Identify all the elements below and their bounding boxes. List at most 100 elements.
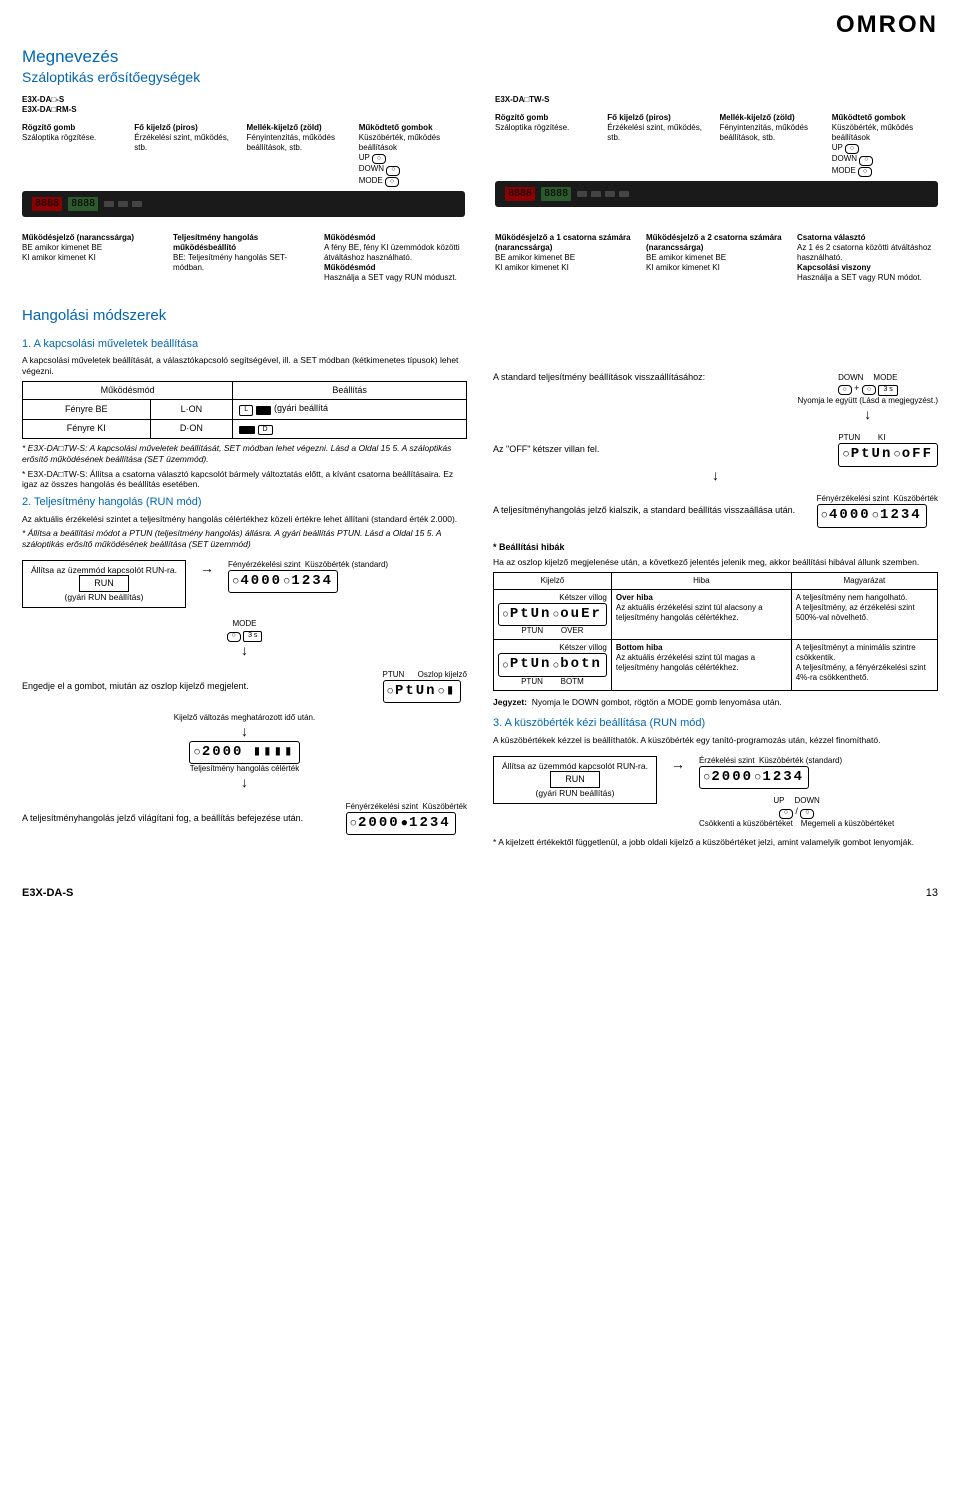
step2-note: * Állítsa a beállítási módot a PTUN (tel… — [22, 528, 467, 549]
lcd-ptun-off: ○PtUn○oFF — [838, 443, 938, 467]
ki-cap: KI — [878, 433, 886, 442]
down-button-icon: ○ — [859, 156, 873, 166]
a-sub-disp-title: Mellék-kijelző (zöld) — [247, 123, 353, 133]
a-opbtn-title: Működtető gombok — [359, 123, 465, 133]
ab-c3-d2: Használja a SET vagy RUN módot. — [797, 273, 922, 282]
ab-c3-d1: Az 1 és 2 csatorna közötti átváltáshoz h… — [797, 243, 931, 262]
reset-title: A standard teljesítmény beállítások viss… — [493, 372, 787, 383]
off-text: Az "OFF" kétszer villan fel. — [493, 444, 828, 455]
a-main-disp-desc: Érzékelési szint, működés, stb. — [134, 133, 229, 152]
arrow-down-icon: ↓ — [241, 723, 248, 739]
err2-desc: Az aktuális érzékelési szint túl magas a… — [616, 653, 755, 672]
step2-box1: Állítsa az üzemmód kapcsolót RUN-ra. RUN… — [22, 560, 186, 609]
s3-leftcap: Csökkenti a küszöbértéket — [699, 819, 793, 829]
err2-code: BOTM — [561, 677, 584, 686]
b-rogzito-title: Rögzítő gomb — [495, 113, 601, 123]
aa-c2-d: BE: Teljesítmény hangolás SET-módban. — [173, 253, 287, 272]
ab-c3-t: Csatorna választó — [797, 233, 938, 243]
down-label: DOWN — [838, 373, 863, 382]
ab-c2-d: BE amikor kimenet BE KI amikor kimenet K… — [646, 253, 726, 272]
b-rogzito-desc: Száloptika rögzítése. — [495, 123, 569, 132]
arrow-icon: → — [671, 756, 685, 774]
error-table: Kijelző Hiba Magyarázat Kétszer villog ○… — [493, 572, 938, 691]
step3-title: 3. A küszöbérték kézi beállítása (RUN mó… — [493, 717, 938, 731]
mode-button-icon: ○ — [227, 632, 241, 642]
aa-c3-t2: Működésmód — [324, 263, 465, 273]
err2-exp: A teljesítményt a minimális szintre csök… — [791, 640, 937, 691]
s3cap1a: Érzékelési szint — [699, 756, 755, 765]
brand-logo: OMRON — [22, 10, 938, 40]
r1c3: (gyári beállítá — [274, 403, 328, 413]
run-state: RUN — [79, 575, 129, 592]
err1-exp: A teljesítmény nem hangolható. A teljesí… — [791, 589, 937, 640]
a-down: DOWN — [359, 164, 384, 173]
errcol3: Magyarázat — [791, 572, 937, 589]
ab-c3-t2: Kapcsolási viszony — [797, 263, 938, 273]
model-b-line1: E3X-DA□TW-S — [495, 95, 938, 105]
step1-intro: A kapcsolási műveletek beállítását, a vá… — [22, 355, 467, 376]
err1-ptun: PTUN — [521, 626, 543, 635]
tcol1: Működésmód — [23, 381, 233, 399]
release-text: Engedje el a gombot, miután az oszlop ki… — [22, 681, 369, 692]
device-a-illustration: 88888888 — [22, 191, 465, 217]
note-label: Jegyzet: — [493, 697, 527, 707]
step1-note2: * E3X-DA□TW-S: Állítsa a csatorna válasz… — [22, 469, 467, 490]
b-sub-disp-desc: Fényintenzitás, működés beállítások, stb… — [720, 123, 809, 142]
aa-c2-t: Teljesítmény hangolás működésbeállító — [173, 233, 314, 253]
cap5: Teljesítmény hangolás célérték — [22, 764, 467, 774]
err2-ptun: PTUN — [521, 677, 543, 686]
s3cap1b: Küszöbérték (standard) — [759, 756, 842, 765]
cap3b: Oszlop kijelző — [418, 670, 467, 679]
tcol2: Beállítás — [233, 381, 467, 399]
b-mode: MODE — [832, 166, 856, 175]
b-sub-disp-title: Mellék-kijelző (zöld) — [720, 113, 826, 123]
cap7b: Küszöbérték — [894, 494, 938, 503]
aa-c3-t: Működésmód — [324, 233, 465, 243]
r1c1: Fényre BE — [23, 399, 151, 419]
up-button-icon: ○ — [779, 809, 793, 819]
b-down: DOWN — [832, 154, 857, 163]
up-button-icon: ○ — [372, 154, 386, 164]
cap1a: Fényérzékelési szint — [228, 560, 300, 569]
device-b-illustration: 88888888 — [495, 181, 938, 207]
arrow-down-icon: ↓ — [712, 467, 719, 483]
mode-button-icon: ○ — [385, 177, 399, 187]
err2-blink: Kétszer villog — [498, 643, 607, 653]
mode-label2: MODE — [873, 373, 897, 382]
a-rogzito-desc: Száloptika rögzítése. — [22, 133, 96, 142]
lcd-4000-1234: ○4000○1234 — [228, 570, 338, 594]
errcol2: Hiba — [611, 572, 791, 589]
err2-name: Bottom hiba — [616, 643, 663, 652]
page-subheading: Száloptikás erősítőegységek — [22, 69, 938, 87]
page-heading: Megnevezés — [22, 46, 938, 67]
lcd-4000-1234b: ○4000○1234 — [817, 504, 927, 528]
mode-label: MODE — [233, 619, 257, 628]
b-main-disp-title: Fő kijelző (piros) — [607, 113, 713, 123]
arrow-down-icon: ↓ — [241, 774, 248, 790]
3s-pill-b: 3 s — [878, 385, 897, 396]
after-text: A teljesítményhangolás jelző kialszik, a… — [493, 505, 807, 516]
s3-rightcap: Megemeli a küszöbértéket — [801, 819, 894, 829]
ab-c2-t: Működésjelző a 2 csatorna számára (naran… — [646, 233, 787, 253]
arrow-icon: → — [200, 560, 214, 578]
model-a-line1: E3X-DA□-S — [22, 95, 465, 105]
cap7a: Fényérzékelési szint — [817, 494, 889, 503]
step1-note1: * E3X-DA□TW-S: A kapcsolási műveletek be… — [22, 443, 467, 464]
step2-title: 2. Teljesítmény hangolás (RUN mód) — [22, 496, 467, 510]
a-opbtn-desc: Küszöbérték, működés beállítások — [359, 133, 440, 152]
err1-desc: Az aktuális érzékelési szint túl alacson… — [616, 603, 763, 622]
step3-intro: A küszöbértékek kézzel is beállíthatók. … — [493, 735, 938, 746]
lcd-s3: ○2000○1234 — [699, 766, 809, 790]
lcd-botm: ○PtUn○botn — [498, 653, 607, 677]
r1c2: L·ON — [150, 399, 233, 419]
r2c1: Fényre KI — [23, 419, 151, 439]
r1-L-pill: L — [239, 405, 253, 416]
tuning-heading: Hangolási módszerek — [22, 307, 938, 326]
a-sub-disp-desc: Fényintenzitás, működés beállítások, stb… — [247, 133, 336, 152]
a-mode: MODE — [359, 176, 383, 185]
settings-table: Működésmód Beállítás Fényre BE L·ON L (g… — [22, 381, 467, 440]
err-heading: * Beállítási hibák — [493, 542, 938, 553]
step3-box1: Állítsa az üzemmód kapcsolót RUN-ra. RUN… — [493, 756, 657, 805]
a-main-disp-title: Fő kijelző (piros) — [134, 123, 240, 133]
step3-note: * A kijelzett értékektől függetlenül, a … — [493, 837, 938, 848]
